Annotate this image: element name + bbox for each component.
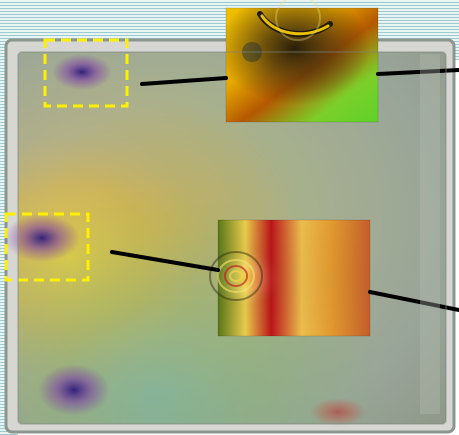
plate-border: [17, 51, 447, 425]
hotspot-top-left: [52, 54, 112, 90]
leader-line-top-right: [376, 68, 459, 76]
highlight-box-top: [43, 38, 129, 108]
hotspot-left-mid: [4, 214, 80, 262]
leader-line-mid-left: [110, 250, 220, 272]
right-frame-shadow: [420, 54, 440, 414]
hotspot-bottom-right: [310, 398, 366, 426]
inset-top: [225, 0, 379, 123]
leader-line-mid-right: [368, 290, 459, 312]
inset-mid: [209, 219, 371, 337]
hotspot-bottom-left: [38, 364, 110, 416]
highlight-box-mid: [4, 212, 90, 282]
leader-line-top-left: [140, 76, 228, 86]
